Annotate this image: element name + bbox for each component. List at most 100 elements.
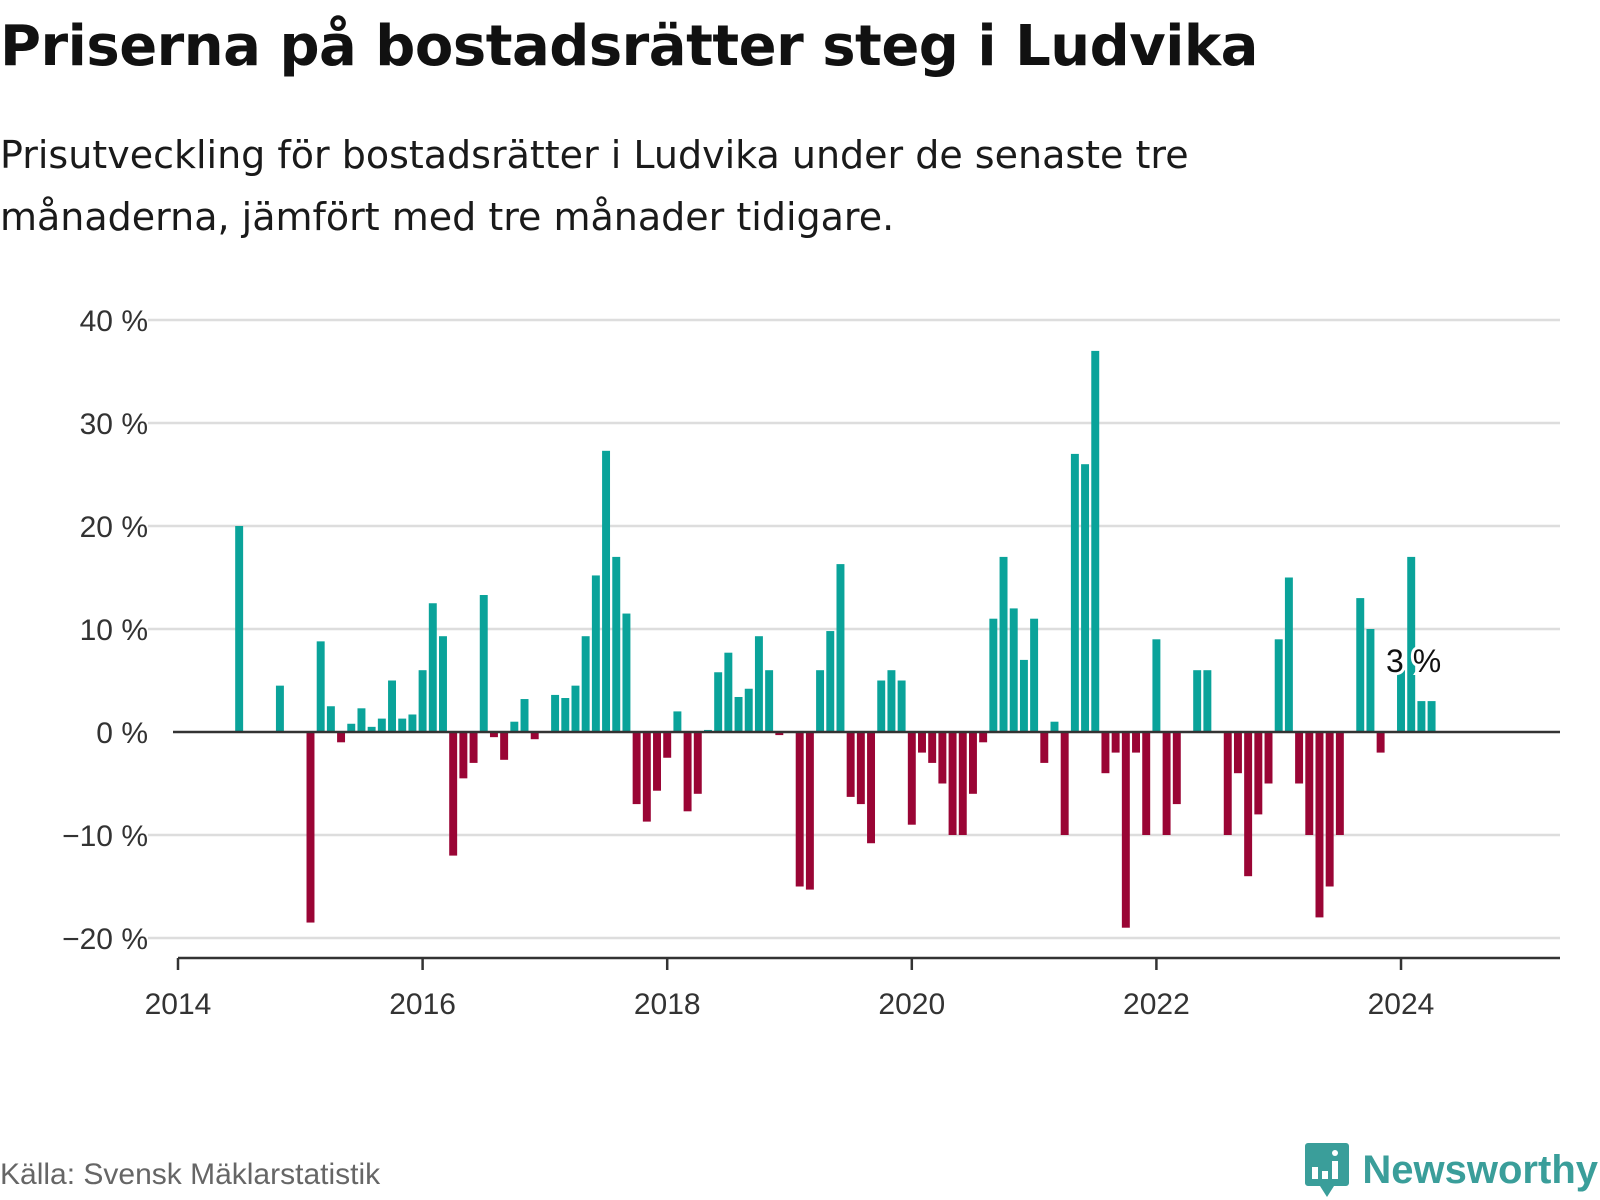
bar — [1091, 350, 1100, 732]
bar — [347, 723, 356, 732]
bar — [1284, 577, 1293, 732]
bar — [561, 698, 570, 732]
bar — [418, 670, 427, 732]
bar — [1009, 608, 1018, 732]
y-tick-label: 40 % — [80, 305, 148, 338]
bar — [571, 685, 580, 732]
bar — [398, 718, 407, 732]
bar — [663, 732, 672, 758]
y-tick-label: 10 % — [80, 614, 148, 647]
bar — [581, 636, 590, 732]
x-axis-labels: 2014 2016 2018 2020 2022 2024 — [145, 988, 1435, 1021]
bar — [1335, 732, 1344, 835]
bar — [673, 711, 682, 732]
bar — [1193, 670, 1202, 732]
bar — [1050, 721, 1059, 732]
bar — [918, 732, 926, 753]
bar — [1081, 464, 1090, 732]
bar — [1019, 659, 1028, 732]
y-tick-label: 20 % — [80, 511, 148, 544]
bar — [948, 732, 957, 835]
bar — [1070, 453, 1079, 732]
bar — [907, 732, 916, 825]
bar — [1427, 701, 1436, 732]
x-tick-label: 2024 — [1368, 988, 1435, 1021]
grid-lines — [148, 318, 1560, 940]
bar — [775, 732, 784, 736]
bar — [805, 732, 814, 890]
bar — [897, 680, 906, 732]
bar — [1274, 639, 1283, 732]
bar — [826, 631, 835, 732]
bar — [765, 670, 774, 732]
bar — [632, 732, 641, 805]
bar — [887, 670, 896, 732]
bar — [275, 685, 284, 732]
bar — [1162, 732, 1171, 835]
bar — [958, 732, 967, 835]
bar — [1152, 639, 1161, 732]
x-tick-label: 2016 — [389, 988, 456, 1021]
bar — [479, 595, 488, 732]
bar — [337, 732, 346, 743]
bar — [653, 732, 661, 791]
y-tick-label: −10 % — [62, 820, 148, 853]
bar — [979, 732, 988, 743]
bar-series — [235, 350, 1436, 928]
bar — [1060, 732, 1069, 835]
bar — [714, 672, 723, 732]
bar — [836, 564, 845, 732]
bar — [1407, 556, 1416, 732]
bar — [602, 450, 611, 732]
y-tick-label: −20 % — [62, 923, 148, 956]
bar — [1030, 618, 1039, 732]
bar — [1233, 732, 1242, 774]
x-tick-label: 2018 — [634, 988, 701, 1021]
bar — [877, 680, 886, 732]
bar — [1254, 732, 1263, 815]
bar — [459, 732, 468, 779]
chart-title: Priserna på bostadsrätter steg i Ludvika — [0, 14, 1258, 79]
bar — [968, 732, 977, 794]
bar — [1121, 732, 1130, 928]
bar — [306, 732, 315, 923]
bar — [1366, 629, 1375, 732]
source-note: Källa: Svensk Mäklarstatistik — [0, 1158, 381, 1191]
bar — [1356, 598, 1365, 732]
annotation-label: 3 % — [1386, 643, 1441, 679]
annotation: 3 % — [1383, 640, 1444, 682]
brand-logo: Newsworthy — [1304, 1140, 1598, 1200]
bar — [816, 670, 825, 732]
bar — [367, 726, 376, 732]
bar — [428, 603, 437, 732]
y-axis-labels: 40 % 30 % 20 % 10 % 0 % −10 % −20 % — [62, 305, 148, 956]
bar — [510, 721, 519, 732]
bar — [1305, 732, 1314, 835]
bar — [989, 618, 998, 732]
bar — [377, 718, 386, 732]
bar — [408, 714, 417, 732]
bar — [316, 641, 325, 732]
bar — [357, 708, 366, 732]
bar — [622, 613, 631, 732]
bar — [1244, 732, 1253, 877]
bar — [642, 732, 651, 822]
bar — [1376, 732, 1385, 753]
bar — [591, 575, 600, 732]
bar — [469, 732, 478, 763]
brand-name: Newsworthy — [1362, 1147, 1598, 1192]
bar — [235, 526, 244, 732]
bar — [999, 556, 1008, 732]
bar — [683, 732, 692, 812]
axes — [173, 730, 1560, 970]
y-tick-label: 30 % — [80, 408, 148, 441]
bar — [500, 732, 509, 760]
bar — [1132, 732, 1140, 753]
bar — [1040, 732, 1049, 763]
bar — [928, 732, 937, 763]
y-tick-label: 0 % — [96, 717, 148, 750]
bar — [1142, 732, 1151, 835]
bar — [724, 652, 733, 732]
bar — [1397, 670, 1405, 732]
bar — [938, 732, 947, 784]
